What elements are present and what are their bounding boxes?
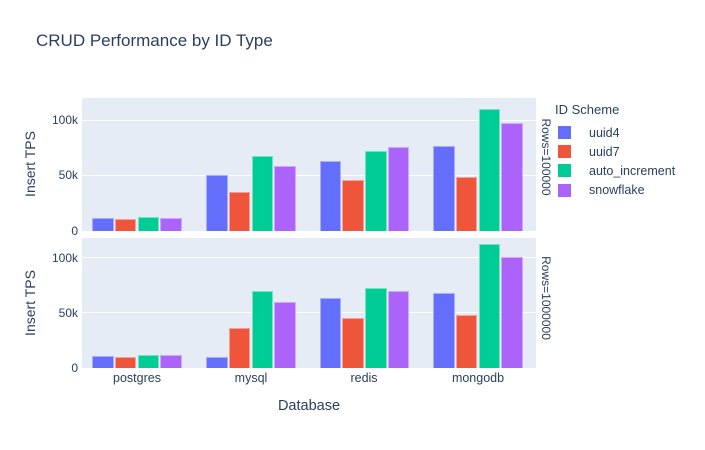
y-axis-title-bottom: Insert TPS [22,270,38,336]
bar-postgres-uuid4[interactable] [92,355,114,368]
bar-redis-uuid7[interactable] [342,179,364,231]
bar-postgres-uuid7[interactable] [114,357,137,368]
bar-mysql-snowflake[interactable] [274,302,296,368]
bar-mysql-auto_increment[interactable] [251,155,274,231]
legend-item-auto_increment[interactable]: auto_increment [555,161,675,180]
legend-item-label: uuid4 [589,125,620,140]
bar-mongodb-uuid4[interactable] [433,145,455,231]
legend-item-snowflake[interactable]: snowflake [555,181,675,200]
bar-group-mongodb [433,243,523,368]
legend-item-uuid7[interactable]: uuid7 [555,142,675,161]
bar-postgres-snowflake[interactable] [160,217,182,231]
y-tick-0: 0 [71,224,78,238]
bar-group-postgres [92,354,182,368]
y-axis-title-top: Insert TPS [22,131,38,197]
bar-mongodb-snowflake[interactable] [501,257,523,368]
bar-mongodb-auto_increment[interactable] [478,108,501,231]
bar-group-mongodb [433,108,523,231]
x-tick-mysql: mysql [234,371,268,385]
bar-redis-auto_increment[interactable] [365,151,387,231]
bar-mysql-uuid4[interactable] [206,357,228,368]
bar-group-postgres [92,217,182,231]
y-tick-50k: 50k [58,306,78,320]
bar-mysql-snowflake[interactable] [274,166,296,231]
bar-redis-uuid4[interactable] [319,160,341,231]
chart-title: CRUD Performance by ID Type [36,31,273,50]
bar-mysql-auto_increment[interactable] [251,291,274,368]
bar-mongodb-uuid7[interactable] [455,176,478,231]
x-tick-mongodb: mongodb [451,371,505,385]
bar-mongodb-uuid7[interactable] [455,315,478,368]
bar-postgres-auto_increment[interactable] [137,217,160,231]
bar-mysql-uuid7[interactable] [228,191,251,231]
y-tick-100k: 100k [51,113,78,127]
bar-postgres-uuid7[interactable] [114,219,137,231]
legend-swatch-icon [558,145,571,159]
y-tick-0: 0 [71,361,78,375]
x-tick-postgres: postgres [113,371,161,385]
legend-item-label: auto_increment [589,163,676,178]
facet-plot-rows-100000 [82,98,536,231]
gridline-50k [82,175,536,176]
bar-redis-uuid4[interactable] [319,297,341,368]
x-tick-redis: redis [350,371,378,385]
bar-postgres-uuid4[interactable] [92,217,114,231]
bar-group-redis [319,146,410,231]
bar-mysql-uuid4[interactable] [206,174,228,231]
legend-title: ID Scheme [555,102,620,117]
legend-item-uuid4[interactable]: uuid4 [555,123,675,142]
bar-mongodb-snowflake[interactable] [501,122,523,231]
legend-item-label: uuid7 [589,144,620,159]
bar-redis-uuid7[interactable] [342,317,364,368]
gridline-100k [82,120,536,121]
bar-postgres-auto_increment[interactable] [137,354,160,368]
bar-mongodb-uuid4[interactable] [433,292,455,368]
bar-group-mysql [206,291,296,368]
bar-group-mysql [206,155,296,231]
legend-swatch-icon [558,164,571,178]
y-tick-100k: 100k [51,251,78,265]
legend-item-label: snowflake [589,183,645,198]
bar-redis-snowflake[interactable] [387,146,410,231]
gridline-50k [82,312,536,313]
facet-label-rows-100000: Rows=100000 [539,118,553,196]
y-tick-50k: 50k [58,168,78,182]
legend-swatch-icon [558,183,571,197]
facet-label-rows-1000000: Rows=1000000 [539,256,553,340]
bar-mongodb-auto_increment[interactable] [478,243,501,368]
bar-mysql-uuid7[interactable] [228,328,251,368]
bar-postgres-snowflake[interactable] [160,355,182,368]
gridline-100k [82,257,536,258]
facet-plot-rows-1000000 [82,238,536,368]
bar-group-redis [319,287,410,368]
legend-swatch-icon [558,126,571,140]
bar-redis-auto_increment[interactable] [365,287,387,368]
bar-redis-snowflake[interactable] [387,291,410,368]
x-axis-title: Database [277,398,341,414]
